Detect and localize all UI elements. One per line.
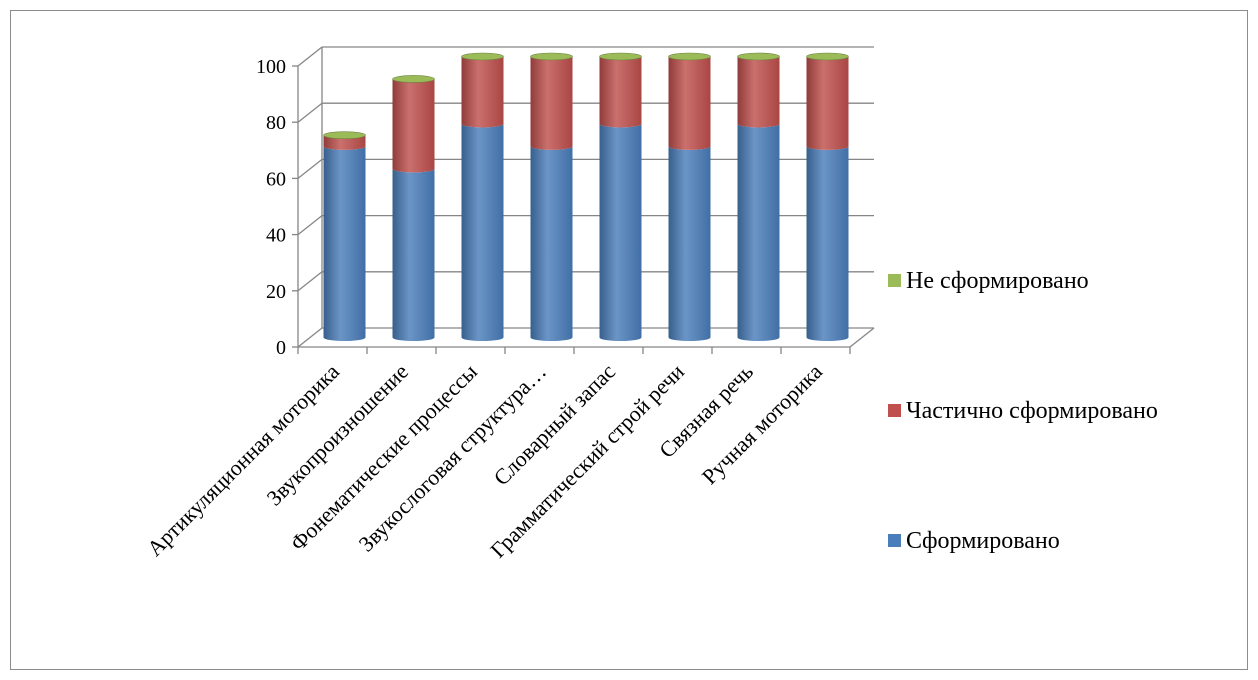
side-wall-tick xyxy=(297,102,323,123)
bar-segment xyxy=(668,146,711,341)
bar-segment xyxy=(530,146,573,341)
bar-segment xyxy=(668,56,711,150)
bar-cap xyxy=(461,52,504,61)
bars xyxy=(323,52,849,341)
y-tick-label: 60 xyxy=(266,168,286,190)
bar-segment xyxy=(323,135,366,150)
bar-cap xyxy=(599,52,642,61)
bar-segment xyxy=(806,56,849,150)
bar-segment xyxy=(599,123,642,341)
legend-swatch xyxy=(888,274,901,287)
bar-cap xyxy=(392,75,435,83)
legend-label: Частично сформировано xyxy=(906,398,1158,424)
y-tick-labels: 0 20 40 60 80 100 xyxy=(256,56,286,359)
bar-segment xyxy=(323,146,366,341)
side-wall-tick xyxy=(297,327,323,348)
legend-label: Сформировано xyxy=(906,528,1060,554)
axes xyxy=(292,65,851,354)
bar-segment xyxy=(461,56,504,128)
bar-cap xyxy=(530,52,573,61)
bar-segment xyxy=(530,56,573,150)
y-tick-label: 0 xyxy=(276,337,286,359)
bar-segment xyxy=(461,123,504,341)
legend-label: Не сформировано xyxy=(906,268,1089,294)
grid-lines xyxy=(297,46,875,348)
y-tick-label: 100 xyxy=(256,56,286,78)
y-tick-label: 40 xyxy=(266,225,286,247)
bar-cap xyxy=(806,52,849,61)
bar-segment xyxy=(599,56,642,128)
bar-segment xyxy=(737,123,780,341)
bar-cap xyxy=(323,131,366,139)
bar-segment xyxy=(806,146,849,341)
x-category-labels: Артикуляционная моторикаЗвукопроизношени… xyxy=(142,359,827,563)
side-wall-tick xyxy=(297,271,323,292)
bar-cap xyxy=(737,52,780,61)
x-category-label: Ручная моторика xyxy=(697,359,827,489)
side-wall-tick xyxy=(297,215,323,236)
legend: Не сформировано Частично сформировано Сфор… xyxy=(888,268,1158,554)
bar-cap xyxy=(668,52,711,61)
bar-segment xyxy=(737,56,780,128)
y-tick-label: 80 xyxy=(266,112,286,134)
legend-swatch xyxy=(888,534,901,547)
side-wall-tick xyxy=(297,46,323,67)
side-wall-tick xyxy=(297,158,323,179)
bar-segment xyxy=(392,168,435,341)
floor-edge xyxy=(849,327,875,348)
x-category-label: Словарный запас xyxy=(489,359,621,491)
y-tick-label: 20 xyxy=(266,281,286,303)
legend-swatch xyxy=(888,404,901,417)
bar-segment xyxy=(392,78,435,173)
